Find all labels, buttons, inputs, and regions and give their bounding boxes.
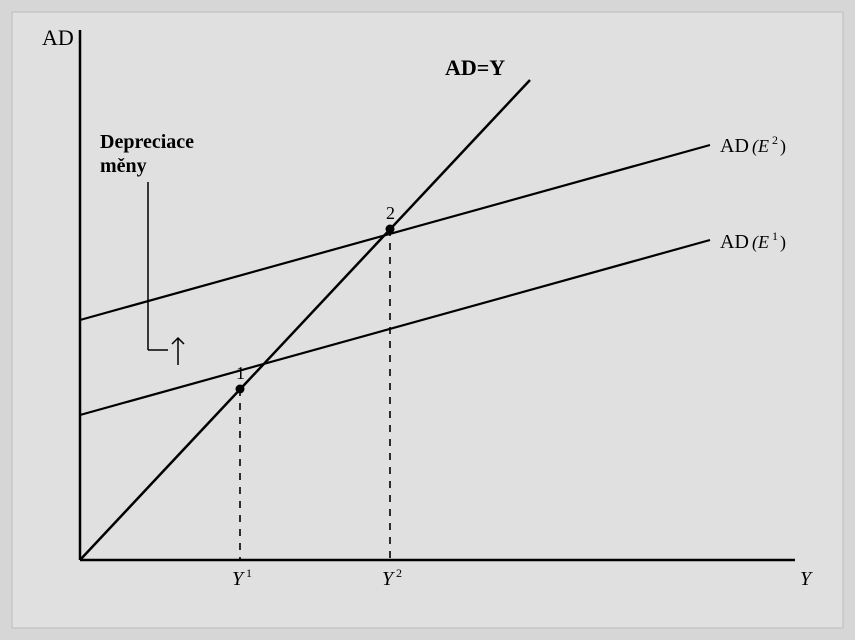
tick-label-y2: Y [382, 568, 395, 590]
annotation-text-line2: měny [100, 155, 147, 177]
point-2 [386, 225, 395, 234]
curve-label-ad-e2-paren: (E [752, 136, 769, 157]
inner-panel [12, 12, 843, 628]
tick-label-y1-sup: 1 [246, 566, 252, 580]
curve-label-ad-y: AD=Y [445, 55, 505, 80]
tick-label-y1: Y [232, 568, 245, 590]
point-1 [236, 385, 245, 394]
point-2-label: 2 [386, 203, 395, 223]
axis-label-ad: AD [42, 25, 74, 50]
axis-label-y: Y [800, 568, 813, 590]
curve-label-ad-e1-paren: (E [752, 232, 769, 253]
tick-label-y2-sup: 2 [396, 566, 402, 580]
economics-diagram: 12ADYAD=YAD(E2)AD(E1)Y1Y2Depreciaceměny [0, 0, 855, 640]
curve-label-ad-e1-ad: AD [720, 231, 749, 253]
curve-label-ad-e2-sup: 2 [772, 133, 778, 147]
curve-label-ad-e2-close: ) [780, 136, 786, 157]
curve-label-ad-e2-ad: AD [720, 135, 749, 157]
annotation-text-line1: Depreciace [100, 131, 194, 153]
curve-label-ad-e1-close: ) [780, 232, 786, 253]
point-1-label: 1 [236, 363, 245, 383]
curve-label-ad-e1-sup: 1 [772, 229, 778, 243]
